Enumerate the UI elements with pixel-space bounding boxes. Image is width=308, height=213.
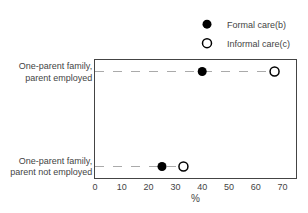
svg-text:30: 30: [170, 182, 180, 192]
svg-text:10: 10: [117, 182, 127, 192]
svg-text:One-parent family,parent not e: One-parent family,parent not employed: [10, 156, 92, 178]
svg-text:50: 50: [224, 182, 234, 192]
svg-text:40: 40: [197, 182, 207, 192]
svg-text:0: 0: [92, 182, 97, 192]
svg-text:20: 20: [144, 182, 154, 192]
svg-text:60: 60: [251, 182, 261, 192]
svg-text:One-parent family,parent emplo: One-parent family,parent employed: [19, 61, 92, 83]
svg-text:70: 70: [278, 182, 288, 192]
svg-text:Formal care(b): Formal care(b): [227, 20, 286, 30]
svg-text:%: %: [191, 193, 200, 204]
svg-text:Informal care(c): Informal care(c): [227, 39, 290, 49]
